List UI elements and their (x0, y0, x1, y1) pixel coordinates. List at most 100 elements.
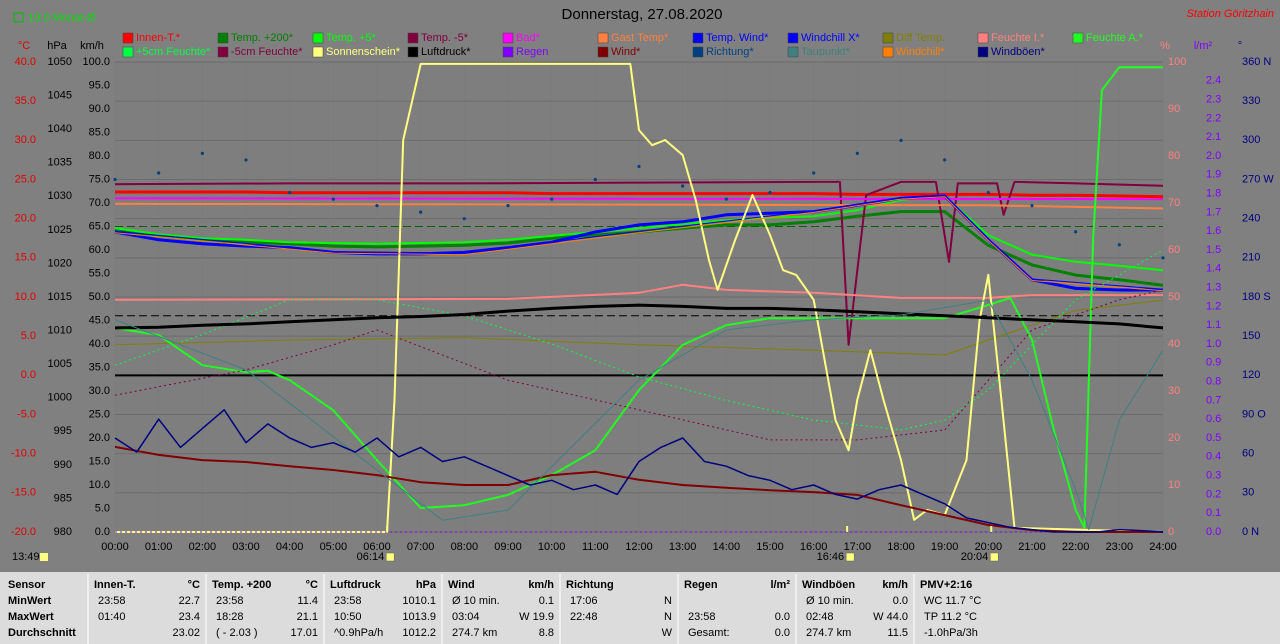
y-tick-label: 270 W (1242, 173, 1274, 185)
y-tick-label: 2.2 (1206, 112, 1221, 124)
y-tick-label: 1.1 (1206, 319, 1221, 331)
y-tick-label: 50.0 (89, 291, 110, 303)
legend-label: Windchill X* (801, 32, 860, 44)
y-tick-label: 0.3 (1206, 470, 1221, 482)
table-unit: l/m² (770, 579, 790, 591)
y-tick-label: 985 (54, 492, 72, 504)
y-tick-label: 0 (1168, 526, 1174, 538)
event-marker (845, 552, 855, 562)
table-header: Sensor (8, 579, 46, 591)
x-tick-label: 04:00 (276, 541, 304, 553)
legend-swatch (692, 46, 704, 58)
y-tick-label: 90 O (1242, 408, 1266, 420)
y-tick-label: 0.4 (1206, 451, 1221, 463)
y-tick-label: 2.3 (1206, 94, 1221, 106)
y-tick-label: 1005 (48, 358, 72, 370)
table-cell: 1013.9 (402, 611, 436, 623)
y-tick-label: 80.0 (89, 150, 110, 162)
direction-point (986, 190, 990, 195)
table-cell: 1010.1 (402, 595, 436, 607)
table-unit: °C (306, 579, 318, 591)
y-tick-label: 1.3 (1206, 282, 1221, 294)
y-tick-label: 1.4 (1206, 263, 1221, 275)
axis-unit: °C (18, 40, 30, 52)
legend-swatch (597, 32, 609, 44)
y-tick-label: 25.0 (15, 173, 36, 185)
series-line (114, 210, 1164, 287)
month-avg-label: 19.0 Monat-Ø (28, 12, 96, 24)
x-tick-label: 03:00 (232, 541, 260, 553)
legend-swatch (122, 32, 134, 44)
direction-point (1074, 230, 1078, 234)
direction-point (1161, 256, 1165, 260)
x-tick-label: 10:00 (538, 541, 566, 553)
y-tick-label: 0.0 (21, 369, 36, 381)
legend-label: Wind* (611, 46, 641, 58)
y-tick-label: 55.0 (89, 267, 110, 279)
y-tick-label: 1050 (48, 56, 72, 68)
direction-point (768, 190, 772, 195)
y-tick-label: 40.0 (15, 56, 36, 68)
y-tick-label: 40 (1168, 338, 1180, 350)
legend-swatch (312, 32, 324, 44)
legend-swatch (122, 46, 134, 58)
y-tick-label: 180 S (1242, 291, 1271, 303)
direction-point (200, 151, 204, 155)
table-header: Temp. +200 (212, 579, 271, 591)
y-tick-label: 75.0 (89, 173, 110, 185)
y-tick-label: 1.2 (1206, 300, 1221, 312)
y-tick-label: 15.0 (15, 252, 36, 264)
y-tick-label: 90.0 (89, 103, 110, 115)
legend-swatch (502, 46, 514, 58)
y-tick-label: 2.1 (1206, 131, 1221, 143)
legend-swatch (787, 32, 799, 44)
legend-swatch (882, 32, 894, 44)
event-marker (385, 552, 395, 562)
legend-swatch (977, 46, 989, 58)
y-tick-label: 0.0 (95, 526, 110, 538)
table-header: PMV+2:16 (920, 579, 972, 591)
y-tick-label: 25.0 (89, 408, 110, 420)
y-tick-label: 1040 (48, 123, 72, 135)
y-tick-label: 20 (1168, 432, 1180, 444)
y-tick-label: 10.0 (15, 291, 36, 303)
legend-swatch (312, 46, 324, 58)
direction-point (593, 177, 597, 182)
table-cell: 23:58 (216, 595, 244, 607)
table-cell: Ø 10 min. (806, 595, 854, 607)
table-header: Regen (684, 579, 718, 591)
axis-unit: ° (1238, 40, 1242, 52)
y-tick-label: 0.1 (1206, 507, 1221, 519)
y-tick-label: 1030 (48, 190, 72, 202)
y-tick-label: 70.0 (89, 197, 110, 209)
direction-point (288, 190, 292, 195)
y-tick-label: 0.0 (1206, 526, 1221, 538)
table-header: Luftdruck (330, 579, 382, 591)
table-header: Wind (448, 579, 475, 591)
y-tick-label: 2.0 (1206, 150, 1221, 162)
event-label: 16:46 (817, 551, 845, 563)
table-cell: WC 11.7 °C (924, 595, 981, 607)
legend-swatch (502, 32, 514, 44)
direction-point (681, 184, 685, 188)
x-tick-label: 22:00 (1062, 541, 1090, 553)
table-unit: hPa (416, 579, 437, 591)
y-tick-label: 60.0 (89, 244, 110, 256)
table-cell: 0.0 (775, 627, 790, 639)
series-line (114, 197, 1164, 201)
direction-point (943, 158, 947, 162)
y-tick-label: 995 (54, 425, 72, 437)
x-tick-label: 06:00 (363, 541, 391, 553)
y-tick-label: 60 (1168, 244, 1180, 256)
table-unit: °C (188, 579, 200, 591)
legend-label: Temp. -5* (421, 32, 469, 44)
table-cell: 23:58 (98, 595, 126, 607)
table-cell: W (662, 627, 673, 639)
x-tick-label: 15:00 (756, 541, 784, 553)
table-cell: N (664, 595, 672, 607)
table-cell: TP 11.2 °C (924, 611, 977, 623)
station-name: Station Göritzhain (1187, 8, 1274, 20)
x-tick-label: 23:00 (1106, 541, 1134, 553)
table-unit: km/h (882, 579, 908, 591)
direction-point (244, 158, 248, 162)
